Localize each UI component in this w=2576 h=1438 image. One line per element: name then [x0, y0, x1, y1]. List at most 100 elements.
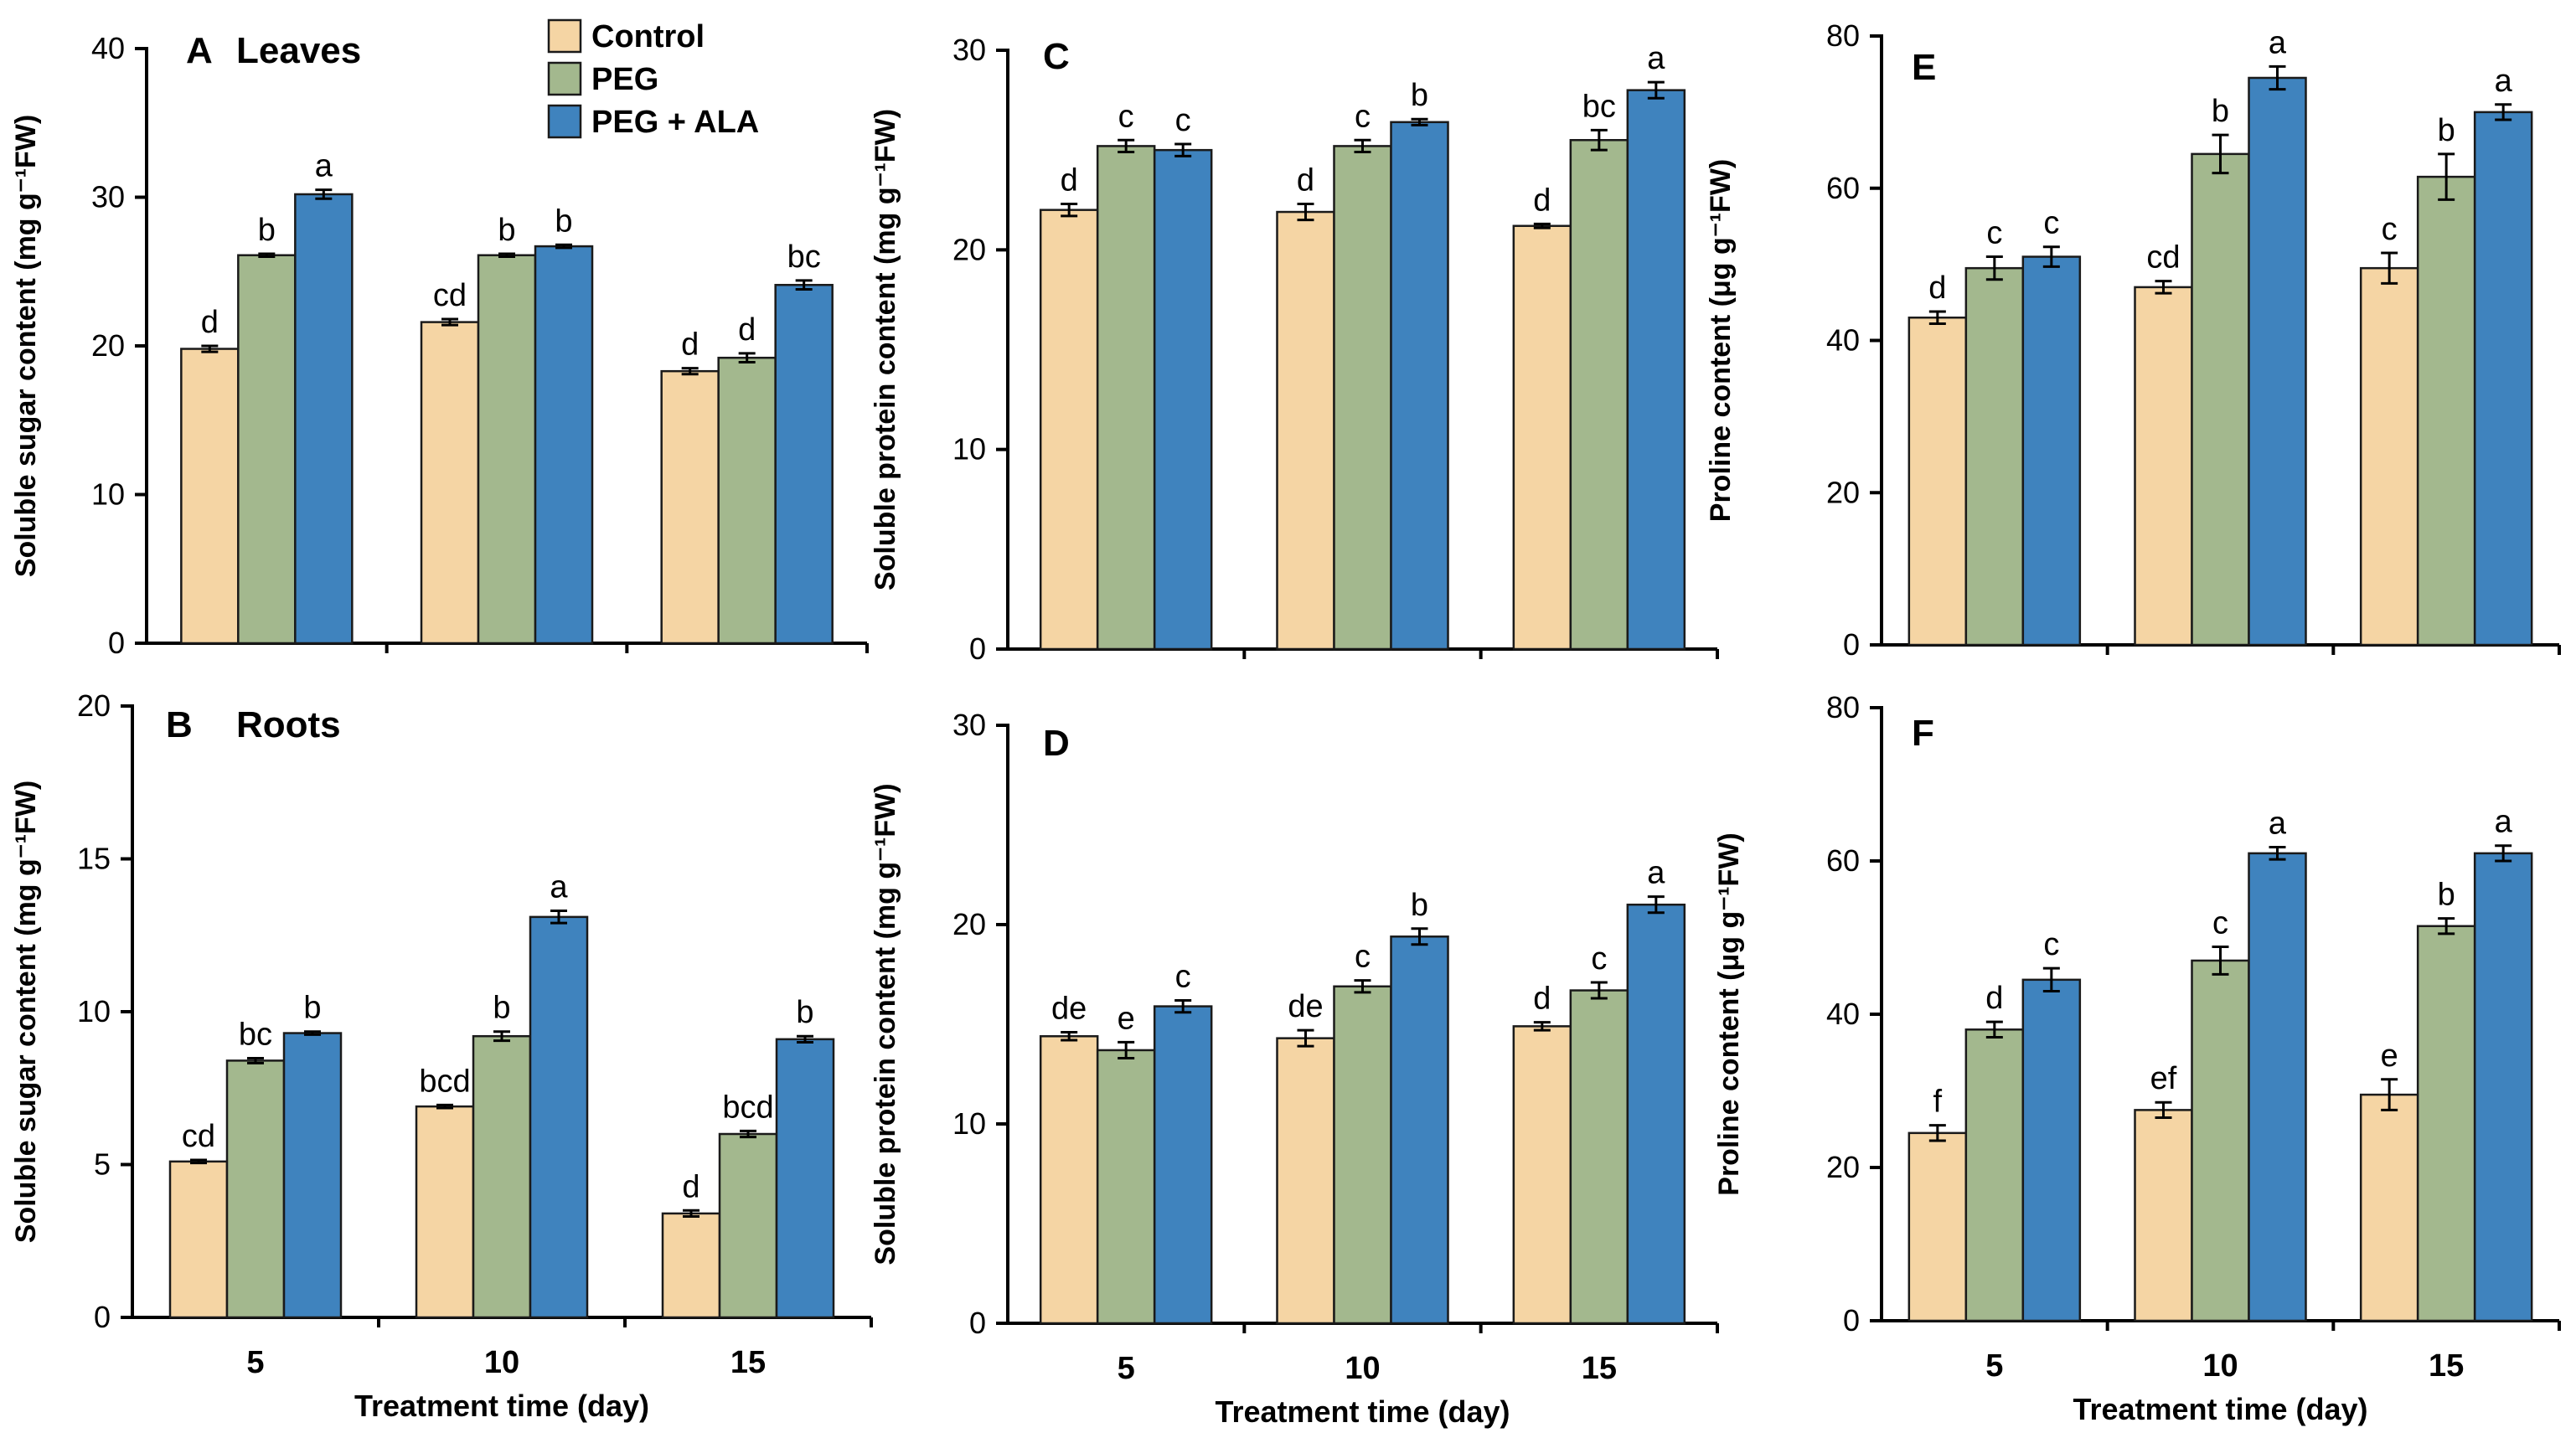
bar	[2416, 925, 2476, 1322]
bar	[529, 915, 589, 1319]
bar	[1276, 210, 1335, 651]
bar	[2359, 266, 2419, 647]
significance-label: b	[258, 213, 276, 248]
significance-label: b	[2438, 113, 2455, 148]
bar	[1390, 935, 1449, 1325]
significance-label: b	[1411, 888, 1428, 923]
significance-label: d	[201, 305, 219, 340]
bar	[1390, 121, 1449, 651]
bar	[1907, 1131, 1968, 1322]
bar	[2248, 76, 2307, 647]
bar	[477, 254, 537, 645]
panel-c: 0 10 20 30 d c c d c b d bca Soluble protein content…	[870, 33, 1719, 666]
significance-label: b	[498, 213, 515, 248]
significance-label: b	[2438, 878, 2455, 913]
significance-label: c	[2043, 927, 2059, 962]
bar	[1964, 1028, 2025, 1322]
legend-label: PEG + ALA	[591, 105, 759, 140]
y-tick-label: 10	[952, 432, 986, 466]
bar	[420, 321, 480, 645]
significance-label: bc	[1582, 89, 1616, 124]
significance-label: c	[2212, 905, 2228, 941]
significance-label: c	[1118, 99, 1134, 134]
bar	[1512, 1025, 1572, 1325]
y-tick-label: 10	[77, 994, 111, 1028]
significance-label: c	[2382, 212, 2398, 247]
significance-label: c	[1175, 103, 1191, 138]
significance-label: a	[1647, 856, 1665, 891]
bar	[1626, 89, 1686, 651]
y-tick-label: 10	[91, 477, 125, 512]
bar	[660, 369, 720, 645]
significance-label: d	[1928, 271, 1946, 306]
panel-label: F	[1912, 713, 1934, 754]
bar	[1964, 266, 2025, 647]
y-axis-title: Proline content (μg g⁻¹FW)	[1713, 832, 1745, 1195]
bar	[1626, 903, 1686, 1325]
bar	[282, 1032, 343, 1319]
bar	[1096, 145, 1156, 651]
y-tick-label: 0	[94, 1300, 111, 1334]
x-tick-label: 15	[730, 1345, 766, 1380]
significance-label: d	[738, 312, 756, 348]
y-tick-label: 20	[952, 907, 986, 941]
panel-label: D	[1043, 723, 1070, 764]
panel-label: A	[186, 30, 213, 71]
x-axis-title: Treatment time (day)	[354, 1389, 649, 1423]
significance-label: ef	[2150, 1061, 2177, 1096]
bar	[1907, 316, 1968, 647]
legend-label: Control	[591, 19, 705, 54]
panel-e: 0 20 40 60 80 d c c cd b a c b a Proline content (μg g…	[1705, 18, 2561, 662]
significance-label: d	[1533, 982, 1551, 1017]
bar	[2359, 1093, 2419, 1322]
x-axis-title: Treatment time (day)	[2073, 1392, 2367, 1426]
bar	[1039, 209, 1099, 651]
y-tick-label: 0	[1843, 627, 1860, 662]
bar	[1333, 985, 1392, 1325]
legend-swatch	[547, 18, 582, 54]
y-tick-label: 40	[1826, 323, 1860, 358]
bar	[1569, 989, 1629, 1325]
significance-label: a	[1647, 41, 1665, 76]
y-axis-title: Soluble sugar content (mg g⁻¹FW)	[10, 115, 42, 577]
significance-label: de	[1288, 989, 1323, 1024]
bar	[2134, 1109, 2193, 1322]
bar	[1153, 1005, 1213, 1325]
y-tick-label: 80	[1826, 690, 1860, 724]
significance-label: e	[2381, 1039, 2398, 1074]
significance-label: bc	[787, 240, 821, 275]
bar	[2191, 152, 2250, 647]
bar	[225, 1059, 286, 1319]
significance-label: c	[1986, 216, 2002, 251]
y-tick-label: 60	[1826, 171, 1860, 205]
bar	[472, 1034, 532, 1319]
bar	[718, 1132, 778, 1319]
y-tick-label: 0	[1843, 1303, 1860, 1337]
bar	[661, 1212, 721, 1319]
significance-label: a	[550, 870, 568, 905]
y-tick-label: 0	[969, 631, 986, 666]
y-tick-label: 80	[1826, 18, 1860, 53]
y-tick-label: 60	[1826, 843, 1860, 878]
significance-label: bc	[239, 1017, 272, 1052]
bar	[2473, 111, 2533, 647]
y-tick-label: 10	[952, 1106, 986, 1141]
significance-label: d	[682, 1169, 699, 1204]
y-tick-label: 40	[1826, 997, 1860, 1031]
y-axis-title: Soluble protein content (mg g⁻¹FW)	[870, 109, 901, 590]
x-tick-label: 5	[1118, 1351, 1135, 1386]
panel-label: C	[1043, 36, 1070, 77]
significance-label: f	[1933, 1085, 1943, 1120]
x-tick-label: 10	[2202, 1348, 2238, 1384]
significance-label: de	[1051, 992, 1087, 1027]
significance-label: b	[2212, 94, 2229, 129]
bar	[774, 283, 834, 645]
significance-label: a	[2269, 25, 2287, 60]
panel-label: B	[166, 704, 193, 745]
significance-label: a	[2269, 807, 2287, 842]
bar	[1276, 1037, 1335, 1325]
